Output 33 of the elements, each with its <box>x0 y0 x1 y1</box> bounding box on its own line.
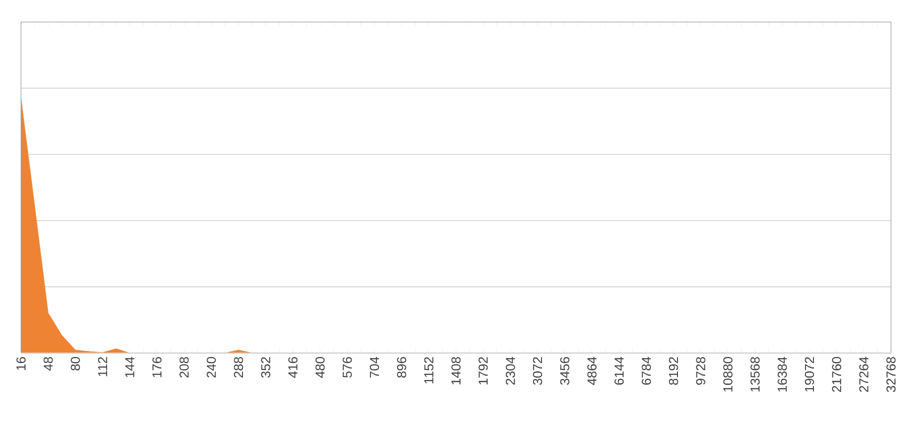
x-tick-label: 416 <box>288 357 298 378</box>
x-tick-label: 19072 <box>804 357 814 392</box>
x-tick-label: 1408 <box>451 357 461 384</box>
x-tick-label: 240 <box>206 357 216 378</box>
x-tick-label: 10880 <box>723 357 732 392</box>
x-tick-label: 144 <box>125 356 134 378</box>
x-tick-label: 9728 <box>696 357 706 385</box>
x-tick-label: 32768 <box>886 357 896 392</box>
x-tick-label: 576 <box>342 357 352 378</box>
x-tick-label: 2304 <box>506 356 515 385</box>
x-tick-label: 27264 <box>859 356 868 392</box>
x-tick-label: 208 <box>180 357 189 378</box>
x-tick-label: 288 <box>234 357 244 378</box>
x-tick-label: 6784 <box>642 356 651 385</box>
x-tick-label: 16 <box>16 357 26 370</box>
x-tick-label: 13568 <box>750 357 760 392</box>
x-tick-label: 112 <box>98 357 108 376</box>
x-tick-label: 48 <box>44 357 53 371</box>
x-tick-label: 176 <box>152 357 162 378</box>
x-tick-label: 704 <box>370 356 380 378</box>
x-tick-label: 1152 <box>424 357 434 384</box>
x-tick-label: 8192 <box>668 357 678 385</box>
x-tick-label: 80 <box>70 357 80 370</box>
x-tick-label: 3072 <box>532 357 542 385</box>
x-tick-label: 6144 <box>614 356 624 385</box>
x-tick-label: 352 <box>261 357 270 378</box>
x-tick-label: 21760 <box>832 357 842 392</box>
x-tick-label: 16384 <box>778 356 787 392</box>
x-tick-label: 3456 <box>560 357 570 385</box>
x-tick-label: 4864 <box>587 356 597 386</box>
x-tick-label: 480 <box>315 357 325 378</box>
x-tick-label: 1792 <box>478 357 488 384</box>
x-tick-label: 896 <box>397 357 406 378</box>
